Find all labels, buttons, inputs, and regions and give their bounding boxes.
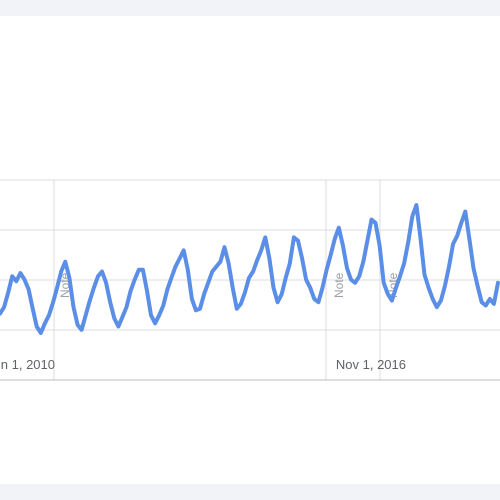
series-line xyxy=(0,203,500,335)
note-annotations: Note Note Note xyxy=(58,272,400,298)
x-tick-labels: Jun 1, 2010 Nov 1, 2016 xyxy=(0,357,406,372)
note-label[interactable]: Note xyxy=(332,272,346,298)
x-tick-label: Nov 1, 2016 xyxy=(336,357,406,372)
top-toolbar-band xyxy=(0,0,500,16)
bottom-band xyxy=(0,484,500,500)
x-tick-label: Jun 1, 2010 xyxy=(0,357,55,372)
